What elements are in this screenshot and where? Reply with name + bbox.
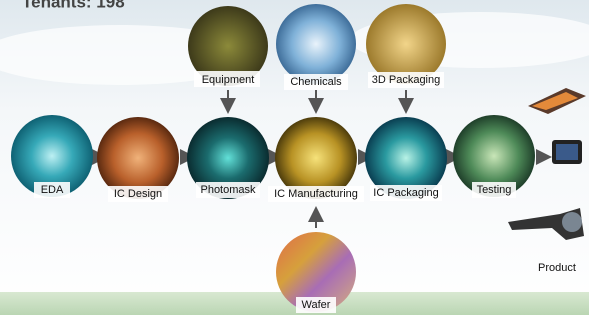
node-label: IC Packaging bbox=[373, 187, 438, 199]
node-label: IC Design bbox=[114, 188, 162, 200]
node-label: IC Manufacturing bbox=[274, 188, 358, 200]
title: Tenants: 198 bbox=[22, 0, 125, 11]
diagram: Tenants: 198 Equipment bbox=[0, 0, 589, 315]
node-label: Product bbox=[538, 262, 576, 274]
node-label: Wafer bbox=[302, 299, 331, 311]
node-label: EDA bbox=[41, 184, 64, 196]
body: {"header": {"title": "Tenants: 198"}, "n… bbox=[0, 0, 589, 315]
node-label: Testing bbox=[477, 184, 512, 196]
page: Semiconductor supply chain html, body { … bbox=[0, 0, 589, 315]
glasses-lens bbox=[562, 212, 582, 232]
watch-screen bbox=[556, 144, 578, 160]
node-label: Chemicals bbox=[290, 76, 342, 88]
node-label: Equipment bbox=[202, 74, 255, 86]
node-label: Photomask bbox=[200, 184, 256, 196]
node-label: 3D Packaging bbox=[372, 74, 441, 86]
node-image bbox=[276, 4, 356, 84]
